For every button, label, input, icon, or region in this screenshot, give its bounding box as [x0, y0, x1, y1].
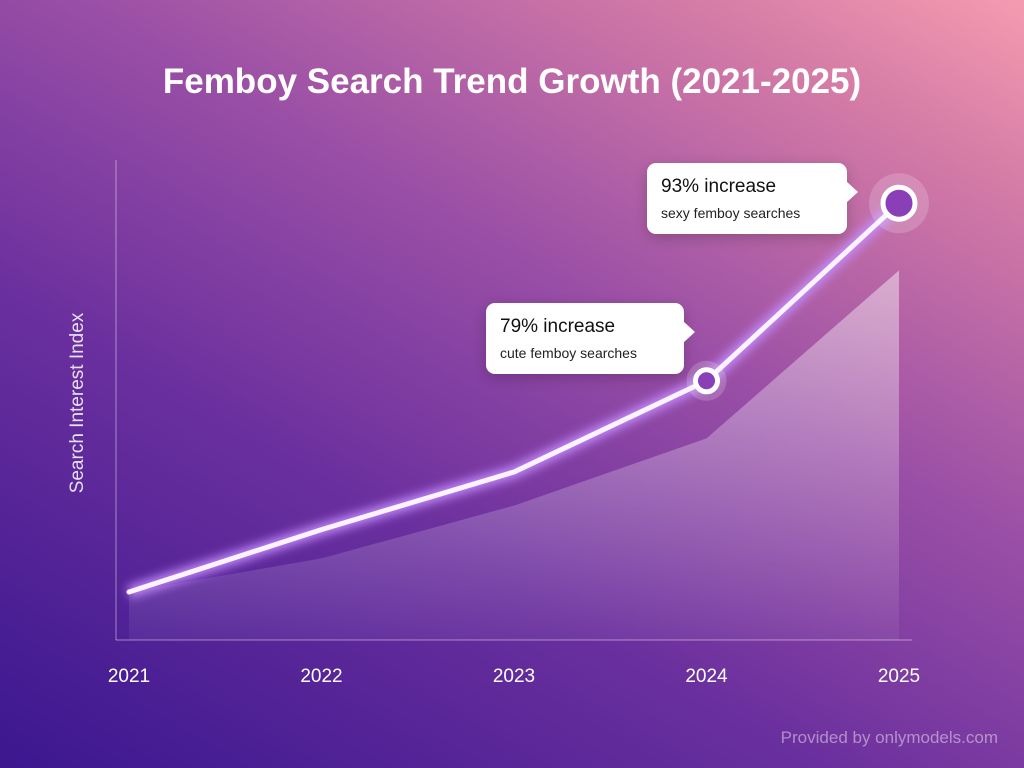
annotation-main: 93% increase	[661, 176, 777, 197]
data-point-2025	[880, 184, 918, 222]
annotation-sub: cute femboy searches	[500, 345, 637, 361]
annotation-callout-2025: 93% increase sexy femboy searches	[647, 163, 858, 234]
x-tick-label: 2023	[493, 666, 535, 687]
data-point-2024	[693, 367, 720, 395]
x-tick-label: 2021	[108, 666, 150, 687]
annotation-callout-2024: 79% increase cute femboy searches	[486, 303, 695, 374]
x-tick-label: 2022	[300, 666, 342, 687]
annotation-main: 79% increase	[500, 316, 616, 337]
area-series	[129, 270, 899, 640]
chart-title: Femboy Search Trend Growth (2021-2025)	[162, 62, 862, 101]
x-tick-label: 2024	[685, 666, 728, 687]
line-series	[126, 200, 902, 595]
annotation-sub: sexy femboy searches	[661, 205, 801, 221]
x-tick-label: 2025	[878, 666, 920, 687]
credit-text: Provided by onlymodels.com	[780, 728, 998, 747]
